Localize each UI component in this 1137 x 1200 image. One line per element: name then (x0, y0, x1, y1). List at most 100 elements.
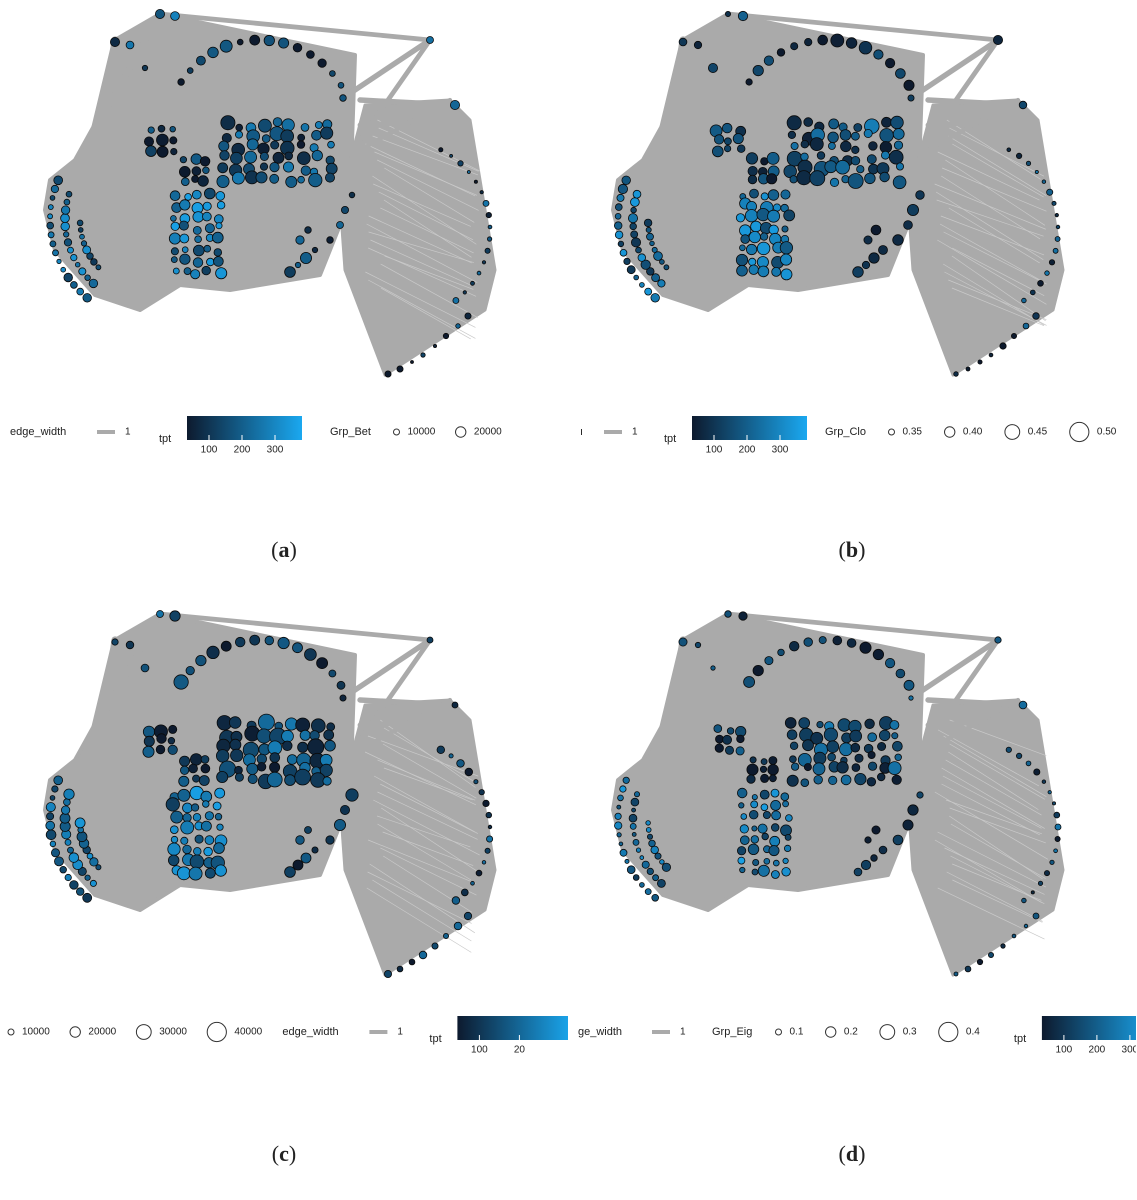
network-node (188, 866, 203, 881)
edge-line (380, 263, 478, 318)
network-node (879, 729, 891, 742)
edge-line (944, 271, 1047, 326)
network-node (141, 64, 149, 72)
network-node (803, 117, 814, 127)
network-node (663, 264, 670, 271)
network-node (858, 41, 873, 55)
network-node (736, 264, 748, 277)
network-node (624, 858, 630, 864)
network-node (82, 293, 92, 303)
network-node (618, 841, 624, 847)
network-node (316, 657, 329, 669)
edge-line (725, 11, 1001, 43)
edge-line (941, 175, 1041, 240)
network-node (202, 211, 212, 222)
network-node (723, 137, 732, 146)
network-node (631, 807, 636, 813)
network-node (60, 205, 71, 215)
panel-caption: (d) (838, 1141, 866, 1166)
network-node (202, 800, 210, 808)
network-node (633, 274, 639, 281)
network-node (420, 352, 426, 358)
network-node (470, 280, 475, 286)
network-node (453, 921, 463, 931)
network-node (866, 154, 877, 165)
size-legend-circle (938, 1021, 959, 1043)
network-node (479, 190, 484, 195)
colorbar-tick-label: 200 (739, 445, 756, 456)
network-node (632, 189, 642, 199)
network-node (65, 190, 73, 198)
network-node (908, 695, 914, 701)
network-node (1010, 332, 1017, 339)
network-node (892, 128, 905, 140)
network-node (614, 812, 622, 820)
network-node (789, 755, 797, 764)
network-node (216, 823, 224, 831)
legend: edge_width 1 tpt 100 200 300 Grp_Bet 10000 20000 (0, 400, 568, 460)
network-node (830, 33, 845, 48)
network-node (476, 270, 482, 276)
network-node (204, 835, 215, 845)
network-node (736, 734, 745, 744)
size-legend-label: 0.1 (790, 1027, 804, 1038)
network-node (200, 763, 211, 774)
legend-row: ge_width 1 Grp_Eig 0.1 0.2 0.3 0.4 tpt 100 200 300 (578, 1016, 1136, 1056)
network-node (867, 750, 876, 759)
network-node (818, 636, 827, 645)
network-node (431, 942, 439, 950)
edge-line (380, 847, 477, 896)
network-node (1032, 912, 1040, 920)
edge-bundle-right (906, 98, 1065, 377)
network-node (619, 249, 628, 257)
network-node (1029, 289, 1036, 296)
network-node (868, 252, 880, 264)
network-node (739, 866, 746, 874)
network-node (651, 893, 659, 902)
network-node (654, 852, 662, 860)
network-node (348, 191, 356, 199)
network-node (903, 79, 915, 91)
network-node (759, 765, 768, 773)
network-node (167, 854, 180, 866)
network-node (1047, 790, 1052, 795)
network-node (295, 835, 305, 845)
network-node (630, 197, 640, 207)
network-node (340, 205, 349, 214)
network-node (739, 244, 746, 252)
network-node (1049, 859, 1055, 865)
edge-line (937, 239, 1047, 305)
edge-line (380, 207, 474, 254)
network-node (213, 248, 222, 257)
network-node (247, 773, 258, 784)
network-node (156, 610, 164, 618)
network-node (852, 266, 864, 278)
network-node (780, 824, 792, 837)
edge-line (937, 887, 1045, 940)
network-node (311, 846, 319, 854)
network-node (216, 770, 229, 783)
size-legend-circle (825, 1026, 837, 1038)
edge-line (941, 783, 1040, 836)
colorbar-label: tpt (429, 1033, 441, 1045)
network-node (762, 810, 771, 819)
network-node (628, 213, 639, 224)
edge-line (934, 839, 1042, 903)
network-node (192, 257, 204, 268)
edge-line (945, 159, 1046, 226)
network-node (768, 845, 780, 857)
network-node (836, 761, 849, 774)
network-node (214, 812, 223, 821)
network-node (84, 874, 91, 881)
network-node (202, 166, 210, 174)
network-node (906, 203, 919, 216)
network-node (487, 824, 493, 830)
network-node (740, 835, 750, 846)
edge-width-label: ge_width (578, 1026, 622, 1038)
network-node (182, 802, 193, 814)
network-node (170, 215, 177, 222)
network-node (739, 824, 749, 834)
network-node (791, 762, 800, 771)
network-node (851, 763, 861, 772)
network-node (142, 745, 155, 758)
